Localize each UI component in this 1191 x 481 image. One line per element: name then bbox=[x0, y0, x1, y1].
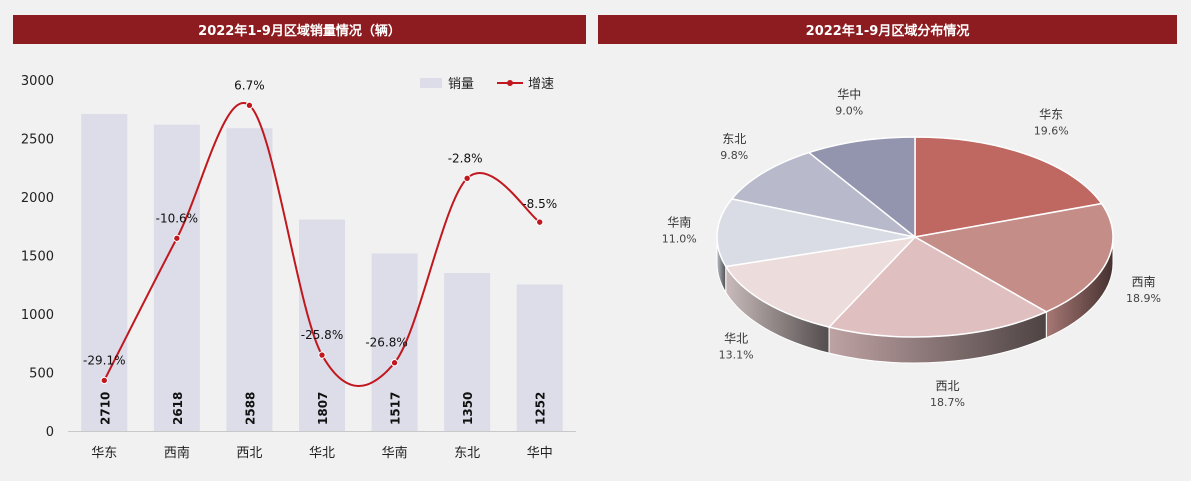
y-tick-label: 1500 bbox=[21, 250, 54, 265]
y-tick-label: 1000 bbox=[21, 308, 54, 323]
growth-point bbox=[245, 101, 254, 110]
pie-slice bbox=[827, 236, 1048, 338]
bar bbox=[226, 128, 273, 432]
growth-point bbox=[173, 234, 181, 242]
growth-point bbox=[536, 218, 544, 226]
bar bbox=[516, 284, 563, 431]
pie-category-label: 华东 bbox=[1039, 108, 1063, 122]
pie-slice bbox=[912, 202, 1114, 313]
growth-rate-label: -29.1% bbox=[83, 353, 125, 367]
growth-rate-label: -2.8% bbox=[448, 151, 483, 165]
bar bbox=[299, 219, 345, 431]
pie-category-label: 华中 bbox=[837, 87, 861, 102]
pie-category-label: 华北 bbox=[724, 332, 748, 346]
growth-point bbox=[390, 359, 399, 367]
bar-chart-title: 2022年1-9月区域销量情况（辆） bbox=[13, 15, 586, 44]
x-tick-label: 华南 bbox=[382, 445, 408, 461]
pie-slice bbox=[730, 151, 916, 238]
x-tick-label: 华北 bbox=[309, 446, 335, 461]
x-tick-label: 华东 bbox=[91, 446, 117, 461]
pie-category-label: 东北 bbox=[722, 132, 746, 146]
bar-value-label: 2710 bbox=[98, 392, 112, 425]
growth-rate-label: -10.6% bbox=[156, 211, 198, 225]
bar bbox=[371, 253, 418, 431]
x-tick-label: 西北 bbox=[236, 446, 262, 461]
x-tick-label: 华中 bbox=[527, 446, 553, 461]
y-tick-label: 0 bbox=[46, 425, 54, 440]
bar-value-label: 1807 bbox=[316, 392, 330, 425]
y-tick-label: 2500 bbox=[21, 133, 54, 148]
growth-rate-label: -26.8% bbox=[365, 336, 407, 350]
bar bbox=[444, 273, 491, 431]
y-axis: 0 500 1000 1500 2000 2500 3000 bbox=[21, 74, 54, 440]
pie-percent-label: 11.0% bbox=[662, 233, 697, 246]
x-tick-label: 西南 bbox=[164, 445, 190, 461]
legend-marker-line bbox=[507, 80, 513, 86]
pie-category-label: 华南 bbox=[667, 215, 691, 230]
pie-percent-label: 9.8% bbox=[720, 149, 748, 162]
pie-percent-label: 13.1% bbox=[719, 349, 754, 362]
growth-point bbox=[100, 376, 108, 385]
pie-percent-label: 19.6% bbox=[1034, 125, 1069, 138]
legend-label-line: 增速 bbox=[528, 77, 554, 92]
pie-percent-label: 18.7% bbox=[930, 396, 965, 409]
y-tick-label: 2000 bbox=[21, 191, 54, 206]
pie-slice bbox=[914, 136, 1103, 238]
bar bbox=[153, 124, 200, 431]
growth-rate-label: -8.5% bbox=[522, 197, 557, 211]
x-tick-label: 东北 bbox=[454, 446, 480, 461]
legend-swatch-bar bbox=[420, 78, 442, 88]
pie-category-label: 西北 bbox=[935, 379, 959, 393]
growth-point bbox=[463, 174, 471, 183]
bar-value-label: 2618 bbox=[171, 392, 185, 425]
y-tick-label: 3000 bbox=[21, 74, 54, 89]
growth-rate-label: -25.8% bbox=[301, 328, 343, 342]
pie-series: 华东 19.6% 西南 18.9% 西北 18.7% 华北 13.1% 华南 11.0% 东北 9.8… bbox=[662, 87, 1161, 409]
legend: 销量 增速 bbox=[420, 77, 554, 92]
bar-value-label: 1252 bbox=[534, 392, 548, 425]
pie-slice bbox=[716, 198, 916, 268]
pie-category-label: 西南 bbox=[1132, 274, 1156, 289]
bar-value-label: 2588 bbox=[243, 392, 257, 425]
bar-value-label: 1517 bbox=[389, 392, 403, 425]
pie-percent-label: 9.0% bbox=[835, 105, 863, 118]
pie-slice bbox=[807, 136, 916, 239]
bar-series: 2710 华东 2618 西南 2588 西北 1807 华北 1517 华南 1350 东北 1252… bbox=[81, 113, 563, 461]
pie-percent-label: 18.9% bbox=[1126, 292, 1161, 305]
legend-label-bar: 销量 bbox=[448, 77, 474, 92]
growth-rate-label: 6.7% bbox=[234, 78, 265, 92]
growth-line-series: -29.1% -10.6% 6.7% -25.8% -26.8% -2.8% -8.5% bbox=[83, 78, 557, 387]
pie-chart-title: 2022年1-9月区域分布情况 bbox=[598, 15, 1177, 44]
y-tick-label: 500 bbox=[29, 367, 54, 382]
bar-value-label: 1350 bbox=[461, 392, 475, 425]
growth-point bbox=[318, 351, 326, 359]
